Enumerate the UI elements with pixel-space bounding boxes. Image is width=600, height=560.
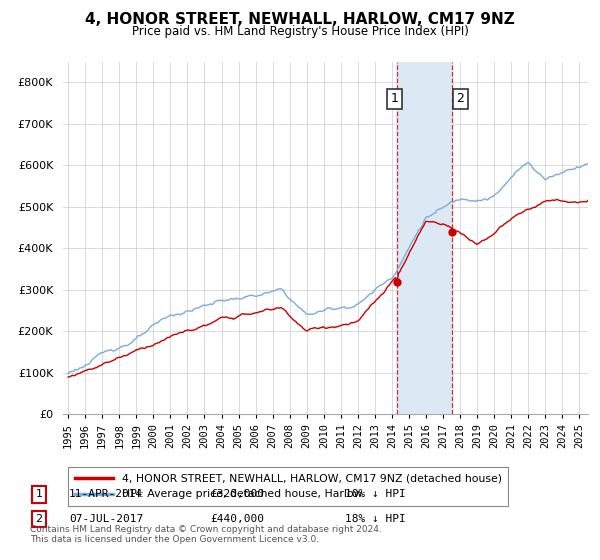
Text: 1: 1: [390, 92, 398, 105]
Text: £440,000: £440,000: [210, 514, 264, 524]
Text: 2: 2: [35, 514, 43, 524]
Text: 18% ↓ HPI: 18% ↓ HPI: [345, 514, 406, 524]
Text: 11-APR-2014: 11-APR-2014: [69, 489, 143, 500]
Text: Price paid vs. HM Land Registry's House Price Index (HPI): Price paid vs. HM Land Registry's House …: [131, 25, 469, 38]
Text: 10% ↓ HPI: 10% ↓ HPI: [345, 489, 406, 500]
Text: 07-JUL-2017: 07-JUL-2017: [69, 514, 143, 524]
Legend: 4, HONOR STREET, NEWHALL, HARLOW, CM17 9NZ (detached house), HPI: Average price,: 4, HONOR STREET, NEWHALL, HARLOW, CM17 9…: [68, 468, 508, 506]
Text: £320,000: £320,000: [210, 489, 264, 500]
Text: 1: 1: [35, 489, 43, 500]
Bar: [397, 62, 452, 414]
Text: 2: 2: [457, 92, 464, 105]
Text: Contains HM Land Registry data © Crown copyright and database right 2024.
This d: Contains HM Land Registry data © Crown c…: [30, 525, 382, 544]
Text: 4, HONOR STREET, NEWHALL, HARLOW, CM17 9NZ: 4, HONOR STREET, NEWHALL, HARLOW, CM17 9…: [85, 12, 515, 27]
